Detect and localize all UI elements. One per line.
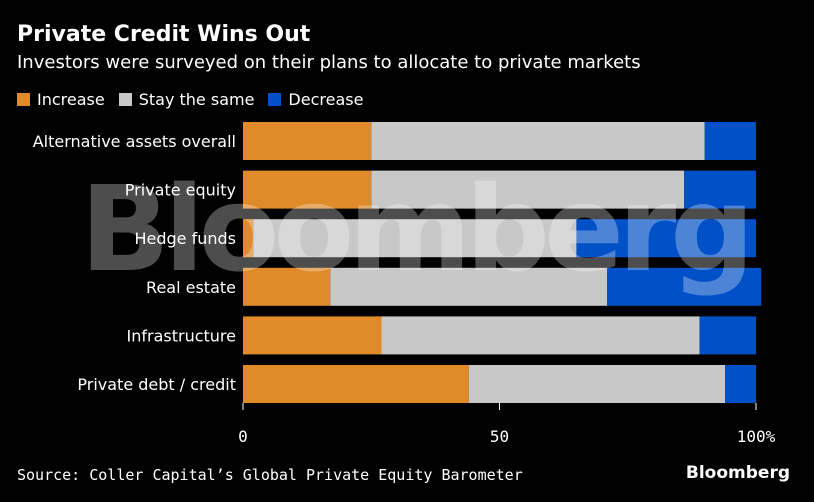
legend-label-increase: Increase — [37, 89, 105, 109]
legend-swatch-stay-the-same — [118, 92, 132, 106]
bar-decrease-infrastructure — [699, 316, 756, 355]
bloomberg-logo: Bloomberg — [685, 463, 790, 483]
category-label-infrastructure: Infrastructure — [127, 326, 236, 345]
category-label-real-estate: Real estate — [146, 278, 236, 297]
legend-swatch-decrease — [268, 92, 282, 106]
bar-decrease-alternative-assets-overall — [704, 122, 756, 160]
bar-stay-the-same-private-debt-credit — [468, 365, 726, 403]
bar-stay-the-same-hedge-funds — [253, 219, 577, 258]
x-tick-label-50: 50 — [490, 427, 509, 446]
bar-stay-the-same-private-equity — [371, 170, 685, 209]
category-label-hedge-funds: Hedge funds — [134, 229, 236, 248]
bar-increase-hedge-funds — [243, 219, 254, 258]
legend-label-stay-the-same: Stay the same — [138, 89, 255, 109]
category-label-private-debt-credit: Private debt / credit — [77, 375, 236, 394]
bar-stay-the-same-alternative-assets-overall — [371, 122, 705, 160]
source-note: Source: Coller Capital’s Global Private … — [17, 466, 523, 484]
chart-subtitle: Investors were surveyed on their plans t… — [17, 52, 641, 73]
bar-stay-the-same-infrastructure — [381, 316, 700, 355]
bar-decrease-private-equity — [684, 170, 756, 209]
bar-stay-the-same-real-estate — [330, 267, 608, 306]
bar-increase-infrastructure — [243, 316, 382, 355]
bar-increase-private-debt-credit — [243, 365, 469, 403]
category-label-private-equity: Private equity — [125, 181, 236, 200]
legend: Increase Stay the same Decrease — [17, 88, 377, 110]
x-tick-label-0: 0 — [238, 427, 248, 446]
x-tick-label-100: 100% — [737, 427, 776, 446]
legend-label-decrease: Decrease — [288, 89, 364, 109]
category-label-alternative-assets-overall: Alternative assets overall — [33, 132, 236, 151]
legend-item-stay-the-same: Stay the same — [118, 89, 255, 109]
legend-item-increase: Increase — [17, 90, 105, 109]
bar-decrease-hedge-funds — [576, 219, 756, 258]
chart-title: Private Credit Wins Out — [17, 22, 311, 47]
bar-increase-alternative-assets-overall — [243, 122, 372, 160]
bar-decrease-real-estate — [607, 267, 762, 306]
legend-item-decrease: Decrease — [268, 90, 363, 109]
bar-increase-real-estate — [243, 267, 331, 306]
bar-decrease-private-debt-credit — [725, 365, 756, 403]
bar-increase-private-equity — [243, 170, 372, 209]
legend-swatch-increase — [17, 92, 30, 106]
